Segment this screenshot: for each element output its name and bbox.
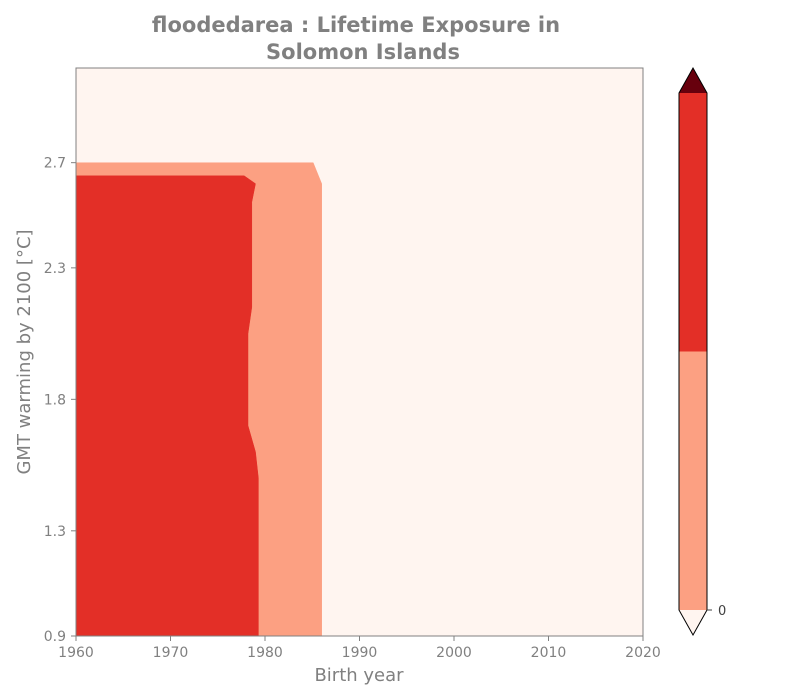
x-axis: 1960 1970 1980 1990 2000 2010 2020 xyxy=(58,636,661,661)
y-axis: 0.9 1.3 1.8 2.3 2.7 xyxy=(44,156,76,645)
contour-region-2 xyxy=(75,175,259,637)
chart-title-line-2: Solomon Islands xyxy=(266,40,460,64)
chart-title-line-1: floodedarea : Lifetime Exposure in xyxy=(152,13,560,37)
x-tick-label: 1990 xyxy=(342,645,378,661)
x-axis-label: Birth year xyxy=(314,665,404,686)
x-tick-label: 2010 xyxy=(531,645,567,661)
colorbar: 0 xyxy=(678,66,726,637)
x-tick-label: 1980 xyxy=(247,645,283,661)
colorbar-extend-high xyxy=(679,68,707,93)
colorbar-band-1 xyxy=(679,351,707,610)
x-tick-label: 1970 xyxy=(153,645,189,661)
colorbar-band-2 xyxy=(679,93,707,352)
y-tick-label: 2.7 xyxy=(44,156,66,172)
y-axis-label: GMT warming by 2100 [°C] xyxy=(14,229,35,474)
x-tick-label: 2000 xyxy=(436,645,472,661)
x-tick-label: 2020 xyxy=(625,645,661,661)
y-tick-label: 2.3 xyxy=(44,261,66,277)
colorbar-tick-label: 0 xyxy=(718,604,726,619)
x-tick-label: 1960 xyxy=(58,645,94,661)
colorbar-extend-low xyxy=(679,610,707,635)
y-tick-label: 0.9 xyxy=(44,629,66,645)
y-tick-label: 1.8 xyxy=(44,392,66,408)
plot-area xyxy=(75,67,644,637)
y-tick-label: 1.3 xyxy=(44,524,66,540)
